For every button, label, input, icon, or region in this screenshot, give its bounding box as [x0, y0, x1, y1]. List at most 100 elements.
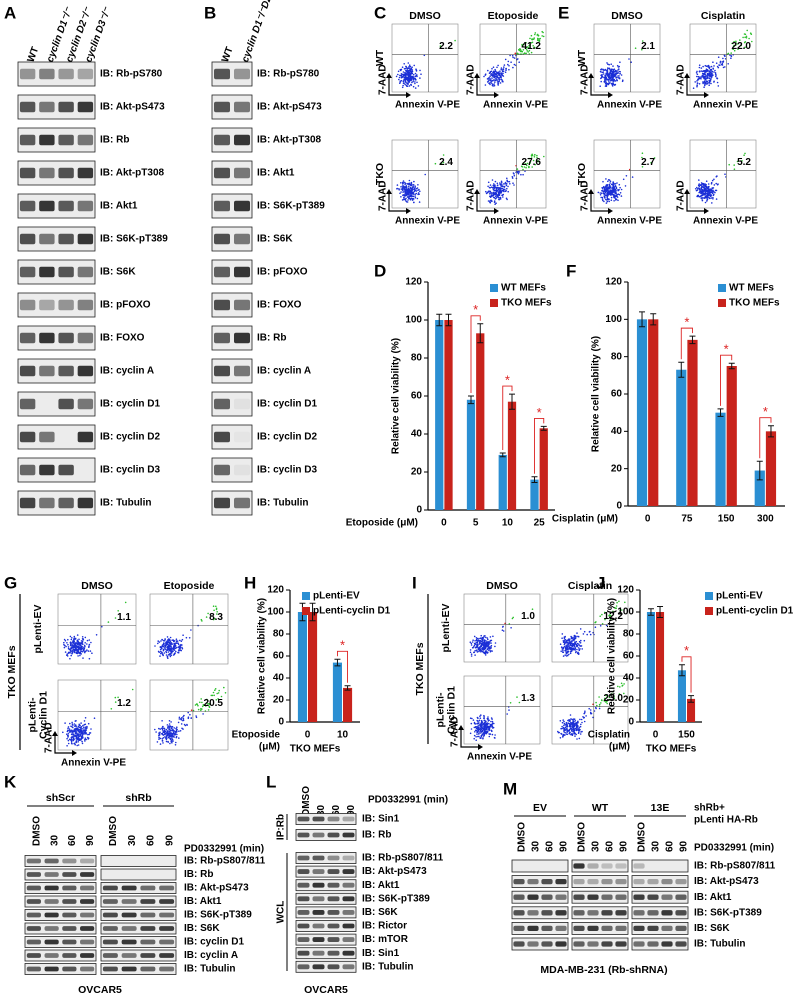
x-axis-label: Annexin V-PE — [483, 100, 548, 111]
event-dot — [730, 52, 732, 54]
treatment-label: PD0332991 (min) — [368, 795, 448, 806]
band — [39, 134, 55, 146]
event-dot — [67, 646, 70, 648]
event-dot — [480, 650, 483, 652]
event-dot — [500, 188, 502, 190]
event-dot — [621, 80, 624, 83]
x-tick-label: 0 — [653, 730, 659, 741]
event-dot — [482, 648, 484, 650]
band — [26, 926, 41, 931]
band — [297, 909, 310, 915]
event-dot — [68, 738, 71, 741]
band — [327, 923, 340, 929]
event-dot — [69, 657, 71, 660]
event-dot — [419, 190, 421, 193]
event-dot — [492, 184, 495, 187]
event-dot — [604, 618, 606, 621]
event-dot — [178, 730, 180, 732]
arrow-head — [474, 189, 499, 214]
band — [121, 926, 137, 931]
panel-letter: J — [596, 573, 605, 592]
lane-label: 30 — [651, 840, 662, 852]
event-dot — [491, 179, 494, 181]
event-dot — [406, 82, 408, 84]
event-dot — [600, 196, 602, 199]
construct-label: pLenti HA-Rb — [694, 815, 758, 826]
band — [573, 863, 585, 869]
blot-frame — [511, 890, 569, 904]
event-dot — [73, 729, 76, 732]
blot-label: IB: cyclin D1 — [184, 937, 244, 948]
event-dot — [196, 703, 199, 705]
event-dot — [77, 738, 79, 740]
event-dot — [406, 77, 409, 79]
event-dot — [562, 719, 564, 721]
error-bar — [540, 425, 547, 431]
event-dot — [603, 189, 605, 192]
event-dot — [722, 57, 724, 60]
event-dot — [499, 70, 501, 72]
event-dot — [488, 72, 491, 74]
event-dot — [493, 201, 496, 203]
event-dot — [395, 75, 398, 78]
blot-label: IB: S6K — [100, 267, 136, 278]
event-dot — [602, 68, 604, 71]
event-dot — [494, 734, 496, 736]
y-axis-label: 7-AAD — [466, 64, 477, 95]
y-axis-label: 7-AAD — [466, 180, 477, 211]
event-dot — [179, 644, 182, 647]
event-dot — [526, 50, 528, 52]
event-dot — [696, 186, 698, 189]
x-tick-label: 25 — [534, 518, 546, 529]
band — [80, 966, 95, 972]
event-dot — [168, 725, 170, 727]
event-dot — [217, 698, 219, 700]
event-dot — [170, 642, 172, 644]
event-dot — [74, 735, 77, 737]
event-dot — [207, 700, 209, 702]
panel-letter: D — [374, 261, 386, 280]
event-dot — [573, 720, 575, 723]
event-dot — [474, 726, 477, 728]
event-dot — [575, 650, 577, 653]
event-dot — [497, 193, 500, 195]
bar — [507, 401, 517, 510]
event-dot — [519, 48, 521, 50]
event-dot — [80, 731, 82, 734]
event-dot — [410, 182, 413, 185]
event-dot — [175, 741, 177, 744]
event-dot — [83, 726, 85, 729]
band — [342, 964, 355, 970]
band — [58, 200, 74, 212]
event-dot — [707, 183, 710, 185]
event-dot — [525, 48, 528, 50]
event-dot — [490, 81, 492, 83]
event-dot — [610, 189, 613, 192]
event-dot — [496, 195, 499, 197]
blot-frame — [295, 829, 357, 841]
blot-frame — [511, 875, 569, 888]
event-dot — [615, 77, 617, 79]
event-dot — [724, 66, 726, 68]
event-dot — [408, 85, 411, 87]
event-dot — [508, 65, 510, 67]
event-dot — [220, 695, 223, 698]
event-dot — [88, 733, 90, 736]
event-dot — [516, 696, 518, 698]
event-dot — [490, 644, 493, 647]
lane-label: DMSO — [577, 822, 588, 852]
event-dot — [505, 184, 508, 187]
event-dot — [619, 610, 621, 612]
event-dot — [492, 75, 494, 78]
x-axis-label: Annexin V-PE — [693, 216, 758, 227]
error-bar — [639, 311, 646, 328]
band — [19, 101, 36, 113]
band — [159, 926, 175, 931]
event-dot — [502, 196, 504, 198]
event-dot — [737, 43, 739, 45]
bar — [297, 612, 307, 722]
event-dot — [611, 187, 614, 189]
event-dot — [564, 654, 566, 656]
event-dot — [618, 77, 621, 80]
event-dot — [495, 77, 497, 80]
